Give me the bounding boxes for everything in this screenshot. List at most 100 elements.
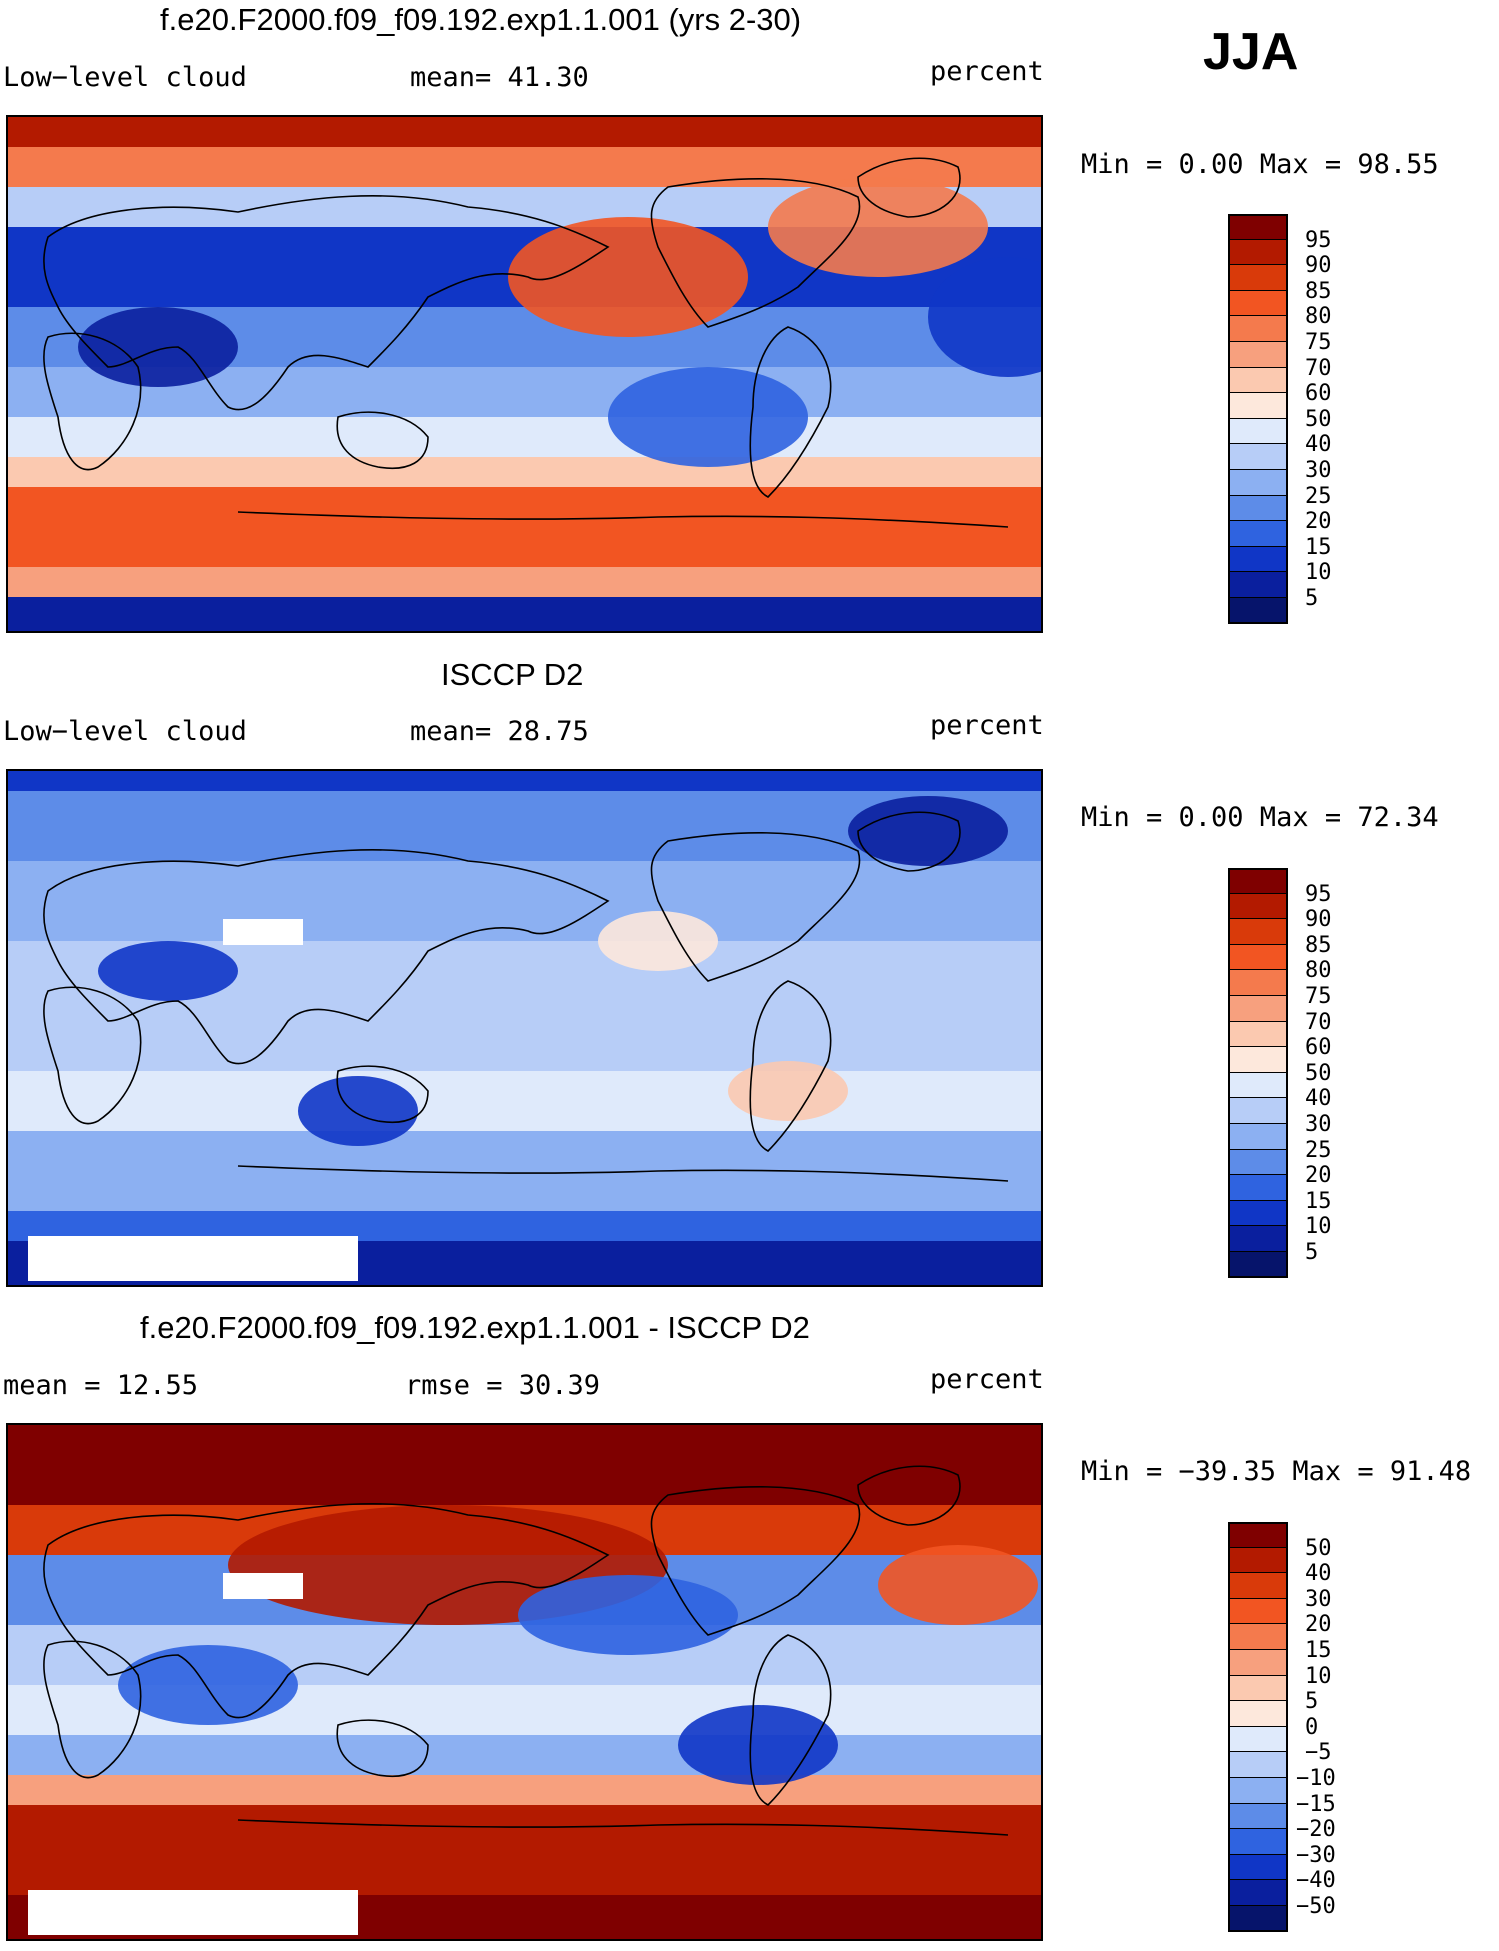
contour-band	[8, 597, 1041, 631]
panel-3-minmax: Min = −39.35 Max = 91.48	[1081, 1456, 1472, 1487]
colorbar-segment	[1228, 418, 1288, 445]
field-layer	[8, 771, 1041, 1285]
contour-band	[8, 417, 1041, 457]
coastline	[237, 1819, 1009, 1836]
colorbar-tick-label: 50	[1305, 1060, 1332, 1086]
colorbar-tick-label: 90	[1305, 253, 1332, 279]
colorbar-tick-label: 20	[1305, 1612, 1332, 1638]
colorbar-segment	[1228, 290, 1288, 317]
colorbar-segment	[1228, 1778, 1288, 1804]
panel-2-minmax: Min = 0.00 Max = 72.34	[1081, 802, 1439, 833]
contour-band	[8, 1425, 1041, 1505]
coastline-layer	[43, 157, 1009, 528]
colorbar-tick-label: 10	[1305, 1214, 1332, 1240]
colorbar-segment	[1228, 367, 1288, 394]
colorbar-segment	[1228, 265, 1288, 291]
panel-3-rmse-label: rmse = 30.39	[405, 1370, 601, 1401]
coastline	[336, 1719, 429, 1777]
colorbar-tick-label: −5	[1305, 1740, 1332, 1766]
panel-3-units-label: percent	[930, 1364, 1044, 1395]
contour-band	[8, 117, 1041, 147]
colorbar-tick-label: 90	[1305, 907, 1332, 933]
colorbar-tick-label: −15	[1296, 1791, 1336, 1817]
colorbar-tick-label: 25	[1305, 483, 1332, 509]
colorbar-segment	[1228, 239, 1288, 266]
colorbar-segment	[1228, 214, 1288, 240]
colorbar-segment	[1228, 996, 1288, 1022]
colorbar-segment	[1228, 1650, 1288, 1676]
contour-blob	[928, 257, 1041, 377]
colorbar-tick-label: 10	[1305, 1663, 1332, 1689]
missing-data-patch	[223, 919, 303, 945]
contour-blob	[78, 307, 238, 387]
colorbar-tick-label: 60	[1305, 1035, 1332, 1061]
contour-blob	[298, 1076, 418, 1146]
colorbar-tick-label: 95	[1305, 227, 1332, 253]
colorbar-segment	[1228, 1726, 1288, 1753]
colorbar-segment	[1228, 1803, 1288, 1830]
panel-2-mean-label: mean= 28.75	[410, 716, 589, 747]
colorbar-segment	[1228, 1573, 1288, 1599]
coastline	[650, 1486, 861, 1636]
colorbar-tick-label: 40	[1305, 1086, 1332, 1112]
coastline	[336, 411, 429, 469]
colorbar-segment	[1228, 316, 1288, 342]
coastline	[43, 1640, 142, 1779]
colorbar-segment	[1228, 1200, 1288, 1227]
panel-2-title: ISCCP D2	[441, 657, 584, 692]
contour-band	[8, 1735, 1041, 1775]
coastline	[43, 195, 610, 411]
colorbar-segment	[1228, 1175, 1288, 1201]
coastline	[650, 178, 861, 328]
colorbar-tick-label: 15	[1305, 1638, 1332, 1663]
colorbar-segment	[1228, 1252, 1288, 1278]
contour-blob	[768, 177, 988, 277]
colorbar-segment	[1228, 970, 1288, 996]
colorbar-segment	[1228, 444, 1288, 470]
colorbar-tick-label: 30	[1305, 1112, 1332, 1137]
colorbar-tick-label: 15	[1305, 534, 1332, 560]
contour-blob	[118, 1645, 298, 1725]
coastline	[237, 511, 1009, 528]
colorbar-tick-label: −40	[1296, 1868, 1336, 1894]
colorbar-segment	[1228, 1047, 1288, 1073]
colorbar-segment	[1228, 1547, 1288, 1574]
contour-band	[8, 1131, 1041, 1211]
colorbar-segment	[1228, 893, 1288, 920]
colorbar-segment	[1228, 919, 1288, 945]
colorbar-tick-label: 5	[1305, 1240, 1319, 1265]
panel-3-map	[6, 1423, 1043, 1941]
contour-band	[8, 1021, 1041, 1071]
colorbar-segment	[1228, 546, 1288, 573]
colorbar-tick-label: 80	[1305, 304, 1332, 330]
coastline	[43, 849, 610, 1065]
colorbar-segment	[1228, 868, 1288, 894]
colorbar-segment	[1228, 1598, 1288, 1625]
colorbar-segment	[1228, 470, 1288, 496]
map-canvas	[8, 1425, 1041, 1939]
coastline	[857, 1465, 961, 1526]
panel-1-title: f.e20.F2000.f09_f09.192.exp1.1.001 (yrs …	[160, 2, 802, 37]
field-layer	[8, 117, 1041, 631]
coastline	[336, 1065, 429, 1123]
colorbar-tick-label: 75	[1305, 330, 1332, 355]
colorbar-tick-label: 20	[1305, 509, 1332, 535]
contour-blob	[98, 941, 238, 1001]
colorbar-tick-label: 20	[1305, 1163, 1332, 1189]
colorbar-tick-label: 85	[1305, 932, 1332, 958]
coastline	[749, 326, 832, 498]
panel-1-variable-label: Low−level cloud	[3, 62, 247, 93]
colorbar-segment	[1228, 1072, 1288, 1099]
colorbar-segment	[1228, 944, 1288, 971]
colorbar-tick-label: 10	[1305, 560, 1332, 586]
colorbar-segment	[1228, 598, 1288, 624]
colorbar-tick-label: 50	[1305, 406, 1332, 432]
colorbar-tick-label: 60	[1305, 381, 1332, 407]
contour-band	[8, 567, 1041, 597]
missing-data-patch	[223, 1573, 303, 1599]
colorbar-tick-label: 40	[1305, 1561, 1332, 1587]
colorbar-segment	[1228, 572, 1288, 598]
season-label: JJA	[1203, 23, 1299, 81]
coastline-layer	[43, 811, 1009, 1182]
coastline	[237, 1165, 1009, 1182]
